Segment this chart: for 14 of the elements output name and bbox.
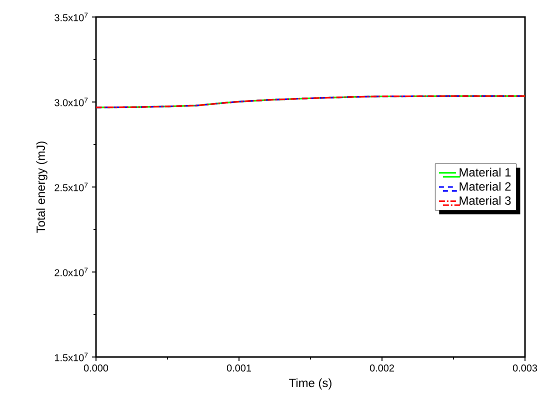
legend-label: Material 3 <box>460 196 511 205</box>
x-tick-label: 0.002 <box>370 364 394 372</box>
x-tick-label: 0.003 <box>512 364 538 372</box>
legend-label: Material 2 <box>460 182 511 191</box>
x-tick-label: 0.001 <box>226 364 251 372</box>
y-axis-title: Total energy (mJ) <box>36 142 48 233</box>
legend-label: Material 1 <box>460 168 511 177</box>
y-tick-label: 3.0x10$^{7}$ <box>54 98 88 106</box>
y-tick-label: 2.0x10$^{7}$ <box>54 268 88 276</box>
x-tick-label: 0.000 <box>84 364 108 372</box>
y-tick-label: 2.5x10$^{7}$ <box>54 182 88 192</box>
x-axis-title: Time (s) <box>289 378 332 390</box>
y-tick-label: 1.5x10$^{7}$ <box>54 352 88 362</box>
y-tick-label: 3.5x10$^{7}$ <box>54 12 88 22</box>
